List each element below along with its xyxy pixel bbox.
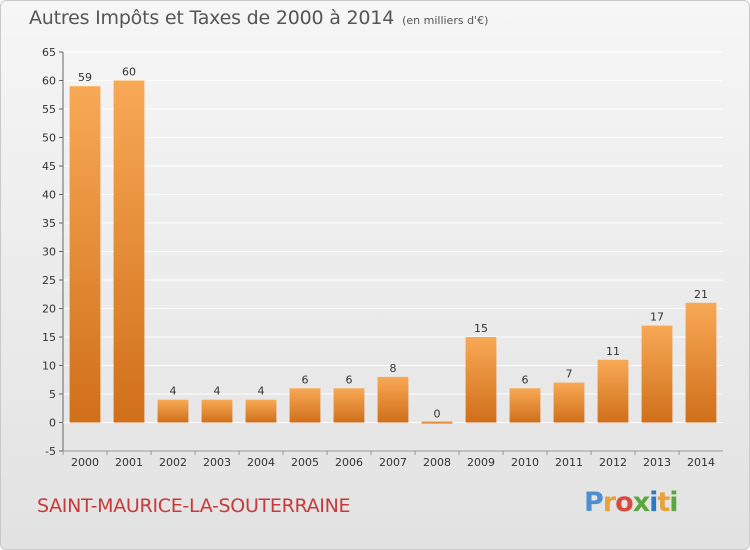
bar-value-label: 21 xyxy=(694,288,708,301)
bar xyxy=(597,359,629,423)
bar-value-label: 11 xyxy=(606,345,620,358)
y-tick-label: 40 xyxy=(42,189,56,202)
x-axis-ticks: 2000 2001 2002 2003 2004 2005 2006 2007 2008 2009… xyxy=(71,456,715,469)
y-tick-label: 20 xyxy=(42,303,56,316)
logo-letter: x xyxy=(632,487,650,518)
x-tick-label: 2012 xyxy=(599,456,627,469)
bars xyxy=(69,80,717,424)
y-tick-label: 65 xyxy=(42,46,56,59)
y-tick-label: 55 xyxy=(42,103,56,116)
bar xyxy=(201,399,233,423)
bar xyxy=(245,399,277,423)
bar-value-label: 4 xyxy=(214,385,221,398)
y-tick-label: 60 xyxy=(42,75,56,88)
bar-value-label: 15 xyxy=(474,322,488,335)
bar-value-label: 60 xyxy=(122,66,136,79)
bar-value-label: 0 xyxy=(434,408,441,421)
chart-title: Autres Impôts et Taxes de 2000 à 2014 (en… xyxy=(29,7,488,29)
x-tick-label: 2007 xyxy=(379,456,407,469)
x-tick-label: 2009 xyxy=(467,456,495,469)
x-tick-label: 2001 xyxy=(115,456,143,469)
logo-letter: i xyxy=(649,487,658,518)
x-tick-label: 2008 xyxy=(423,456,451,469)
bar-value-label: 6 xyxy=(522,373,529,386)
unit-note: (en milliers d'€) xyxy=(402,14,489,27)
bar-value-label: 4 xyxy=(258,385,265,398)
bar-value-label: 6 xyxy=(302,373,309,386)
bar xyxy=(289,388,321,423)
commune-name: SAINT-MAURICE-LA-SOUTERRAINE xyxy=(37,495,351,517)
bar-value-label: 17 xyxy=(650,311,664,324)
bar-value-label: 6 xyxy=(346,373,353,386)
x-tick-label: 2004 xyxy=(247,456,275,469)
y-tick-label: 30 xyxy=(42,246,56,259)
logo-letter: P xyxy=(584,487,604,518)
bar xyxy=(685,302,717,423)
bar xyxy=(113,80,145,423)
y-axis-ticks: -5 0 5 10 15 20 25 30 35 40 45 50 55 60 65 xyxy=(42,46,56,458)
bar xyxy=(69,86,101,423)
y-tick-label: 50 xyxy=(42,132,56,145)
logo-letter: r xyxy=(602,487,616,518)
x-tick-label: 2010 xyxy=(511,456,539,469)
x-tick-label: 2013 xyxy=(643,456,671,469)
x-tick-label: 2011 xyxy=(555,456,583,469)
bar-value-label: 4 xyxy=(170,385,177,398)
bar xyxy=(157,399,189,423)
proxiti-logo: Proxiti xyxy=(584,487,679,518)
y-tick-label: 25 xyxy=(42,274,56,287)
x-tick-label: 2005 xyxy=(291,456,319,469)
y-tick-label: -5 xyxy=(45,445,56,458)
y-tick-label: 45 xyxy=(42,160,56,173)
y-tick-label: 5 xyxy=(49,388,56,401)
value-labels: 59 60 4 4 4 6 6 8 0 15 6 7 11 17 21 xyxy=(78,66,708,421)
bar-value-label: 7 xyxy=(566,368,573,381)
bar xyxy=(641,325,673,423)
x-tick-label: 2002 xyxy=(159,456,187,469)
y-tick-label: 0 xyxy=(49,417,56,430)
x-tick-label: 2006 xyxy=(335,456,363,469)
bar xyxy=(377,376,409,423)
bar-value-label: 8 xyxy=(390,362,397,375)
bar xyxy=(465,337,497,423)
bar xyxy=(421,421,453,424)
chart-title-text: Autres Impôts et Taxes de 2000 à 2014 xyxy=(29,7,395,29)
y-tick-label: 35 xyxy=(42,217,56,230)
logo-letter: i xyxy=(669,487,678,518)
bar-value-label: 59 xyxy=(78,71,92,84)
logo-letter: t xyxy=(657,487,670,518)
x-tick-label: 2014 xyxy=(687,456,715,469)
x-tick-label: 2003 xyxy=(203,456,231,469)
y-tick-label: 15 xyxy=(42,331,56,344)
bar xyxy=(509,388,541,423)
y-tick-label: 10 xyxy=(42,360,56,373)
x-tick-label: 2000 xyxy=(71,456,99,469)
bar xyxy=(333,388,365,423)
bar xyxy=(553,382,585,423)
logo-letter: o xyxy=(615,487,634,518)
